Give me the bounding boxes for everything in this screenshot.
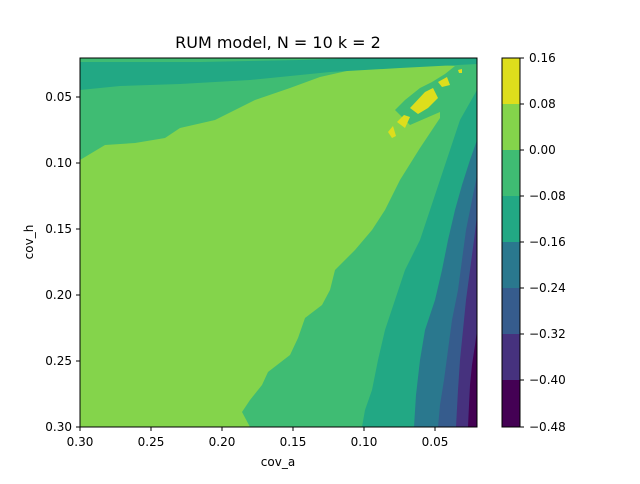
x-tick-label: 0.15 <box>280 435 307 449</box>
contour-band--0.08-0.00 <box>80 58 477 427</box>
colorbar-segment <box>502 288 520 334</box>
contour-island-0.08-0.16 <box>438 77 450 87</box>
x-tick-label: 0.20 <box>209 435 236 449</box>
colorbar-segment <box>502 104 520 150</box>
y-tick-label: 0.20 <box>45 288 72 302</box>
x-tick-label: 0.30 <box>67 435 94 449</box>
y-tick-label: 0.05 <box>45 90 72 104</box>
contour-island-0.08-0.16 <box>410 88 438 114</box>
contour-island-0.08-0.16 <box>388 126 396 138</box>
contour-band--0.48--0.40 <box>468 330 477 427</box>
contour-island-0.08-0.16 <box>458 69 462 73</box>
colorbar-tick-label: −0.48 <box>529 420 566 434</box>
colorbar-tick-label: −0.24 <box>529 281 566 295</box>
colorbar-tick-label: 0.00 <box>529 143 556 157</box>
x-axis-label: cov_a <box>261 455 295 469</box>
colorbar-tick-label: −0.32 <box>529 327 566 341</box>
colorbar-segment <box>502 150 520 196</box>
colorbar-segment <box>502 242 520 288</box>
colorbar-tick-label: 0.16 <box>529 51 556 65</box>
colorbar: 0.16 0.08 0.00 −0.08 −0.16 −0.24 −0.32 −… <box>501 51 566 434</box>
y-axis-label: cov_h <box>22 225 36 260</box>
x-axis: 0.30 0.25 0.20 0.15 0.10 0.05 cov_a <box>67 427 449 469</box>
y-tick-label: 0.10 <box>45 156 72 170</box>
contour-island-0.08-0.16 <box>397 115 410 128</box>
colorbar-tick-label: −0.40 <box>529 373 566 387</box>
colorbar-segment <box>502 58 520 104</box>
contour-band--0.16--0.08 <box>80 58 477 90</box>
y-tick-label: 0.25 <box>45 354 72 368</box>
y-tick-label: 0.30 <box>45 420 72 434</box>
colorbar-segment <box>502 196 520 242</box>
colorbar-segment <box>502 380 520 427</box>
x-tick-label: 0.25 <box>138 435 165 449</box>
chart-title: RUM model, N = 10 k = 2 <box>175 33 381 52</box>
colorbar-tick-label: −0.16 <box>529 235 566 249</box>
y-axis: 0.05 0.10 0.15 0.20 0.25 0.30 cov_h <box>22 90 80 434</box>
plot-area <box>79 57 478 428</box>
x-tick-label: 0.05 <box>422 435 449 449</box>
y-tick-label: 0.15 <box>45 222 72 236</box>
colorbar-tick-label: −0.08 <box>529 189 566 203</box>
colorbar-tick-label: 0.08 <box>529 97 556 111</box>
colorbar-segment <box>502 334 520 380</box>
x-tick-label: 0.10 <box>351 435 378 449</box>
plot-frame <box>79 57 478 428</box>
